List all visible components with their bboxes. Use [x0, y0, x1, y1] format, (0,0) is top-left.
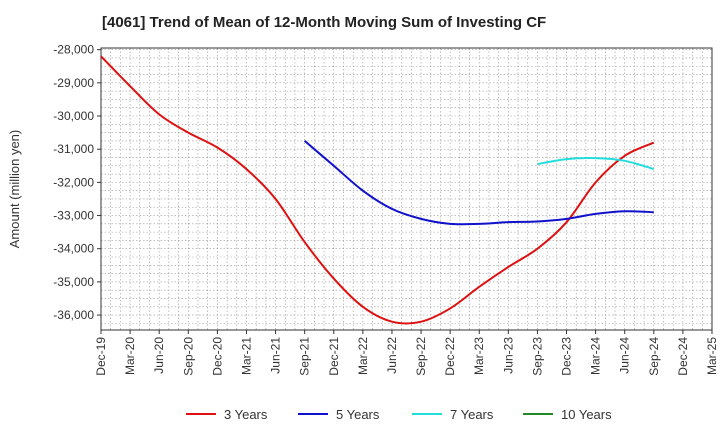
x-tick-label: Mar-20 — [123, 337, 137, 375]
legend-label-3-years: 3 Years — [224, 407, 268, 422]
x-tick-label: Jun-23 — [501, 337, 515, 374]
y-tick-label: -33,000 — [53, 209, 94, 223]
plot-area — [101, 48, 712, 330]
y-tick-label: -35,000 — [53, 275, 94, 289]
chart-title: [4061] Trend of Mean of 12-Month Moving … — [102, 14, 547, 31]
legend-label-7-years: 7 Years — [450, 407, 494, 422]
x-tick-label: Dec-20 — [210, 337, 224, 376]
plot-frame — [100, 47, 713, 331]
x-tick-label: Sep-24 — [647, 337, 661, 376]
x-tick-label: Dec-24 — [676, 337, 690, 376]
x-tick-label: Dec-19 — [94, 337, 108, 376]
legend-label-5-years: 5 Years — [336, 407, 380, 422]
y-tick-label: -32,000 — [53, 175, 94, 189]
x-tick-label: Sep-21 — [298, 337, 312, 376]
y-tick-label: -28,000 — [53, 43, 94, 57]
x-tick-label: Sep-20 — [181, 337, 195, 376]
x-tick-label: Sep-23 — [530, 337, 544, 376]
y-axis-title: Amount (million yen) — [7, 130, 22, 249]
y-tick-label: -36,000 — [53, 308, 94, 322]
x-tick-label: Jun-20 — [152, 337, 166, 374]
series-line-7-years — [537, 157, 655, 171]
x-tick-label: Mar-22 — [356, 337, 370, 375]
y-tick-label: -30,000 — [53, 109, 94, 123]
x-tick-label: Jun-24 — [618, 337, 632, 374]
x-tick-label: Dec-21 — [327, 337, 341, 376]
x-tick-label: Jun-22 — [385, 337, 399, 374]
legend-label-10-years: 10 Years — [561, 407, 612, 422]
x-tick-label: Mar-24 — [589, 337, 603, 375]
y-tick-label: -29,000 — [53, 76, 94, 90]
x-tick-label: Mar-25 — [705, 337, 719, 375]
x-tick-label: Dec-22 — [443, 337, 457, 376]
y-tick-label: -31,000 — [53, 142, 94, 156]
x-tick-label: Dec-23 — [560, 337, 574, 376]
y-tick-label: -34,000 — [53, 242, 94, 256]
series-line-5-years — [304, 140, 654, 226]
x-tick-label: Mar-23 — [472, 337, 486, 375]
x-tick-label: Jun-21 — [269, 337, 283, 374]
x-tick-label: Mar-21 — [239, 337, 253, 375]
series-line-3-years — [100, 55, 655, 325]
x-tick-label: Sep-22 — [414, 337, 428, 376]
